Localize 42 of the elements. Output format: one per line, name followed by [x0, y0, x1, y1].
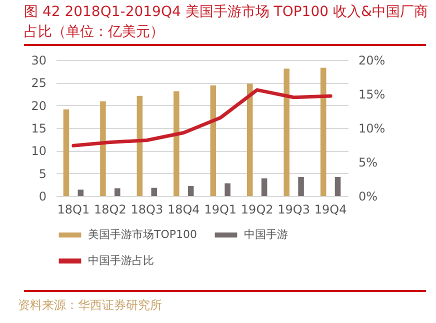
bar	[151, 188, 158, 196]
bar	[334, 176, 341, 196]
chart-title: 图 42 2018Q1-2019Q4 美国手游市场 TOP100 收入&中国厂商占比（单位：亿美元）	[24, 3, 429, 42]
x-tick-label: 18Q4	[167, 202, 200, 216]
y2-tick-label: 0%	[358, 190, 378, 204]
bar	[320, 68, 326, 196]
bar	[63, 109, 70, 196]
legend-label: 中国手游	[244, 228, 288, 241]
y-tick-label: 25	[31, 76, 46, 90]
bar	[261, 178, 268, 196]
legend-label: 美国手游市场TOP100	[88, 228, 198, 241]
y2-tick-label: 5%	[358, 156, 378, 170]
bar	[246, 84, 253, 196]
bar	[224, 183, 230, 196]
text: 资料来源：华西证券研究所	[18, 297, 162, 314]
bar	[284, 68, 290, 196]
x-tick-label: 18Q3	[130, 202, 164, 216]
x-tick-label: 18Q1	[57, 202, 90, 216]
y-tick-label: 30	[31, 54, 46, 68]
legend-label: 中国手游占比	[88, 254, 154, 267]
x-tick-label: 18Q2	[94, 202, 126, 216]
x-tick-label: 19Q2	[240, 202, 274, 216]
bar	[78, 190, 84, 196]
y-tick-label: 5	[38, 166, 46, 181]
bar	[136, 96, 143, 196]
y2-tick-label: 20%	[358, 54, 386, 68]
bar	[210, 85, 216, 196]
y-tick-label: 0	[38, 190, 46, 204]
y-tick-label: 10	[31, 144, 46, 158]
bar	[114, 188, 120, 196]
bar	[188, 186, 194, 196]
y-tick-label: 20	[31, 98, 46, 113]
line-series	[72, 88, 332, 148]
y2-tick-label: 10%	[358, 122, 386, 136]
x-tick-label: 19Q1	[204, 202, 237, 216]
y2-tick-label: 15%	[358, 88, 386, 102]
y-tick-label: 15	[31, 122, 46, 136]
bar	[100, 101, 106, 196]
x-tick-label: 19Q3	[278, 202, 310, 216]
bar	[298, 176, 304, 196]
x-tick-label: 19Q4	[314, 202, 347, 216]
bar	[174, 91, 180, 196]
